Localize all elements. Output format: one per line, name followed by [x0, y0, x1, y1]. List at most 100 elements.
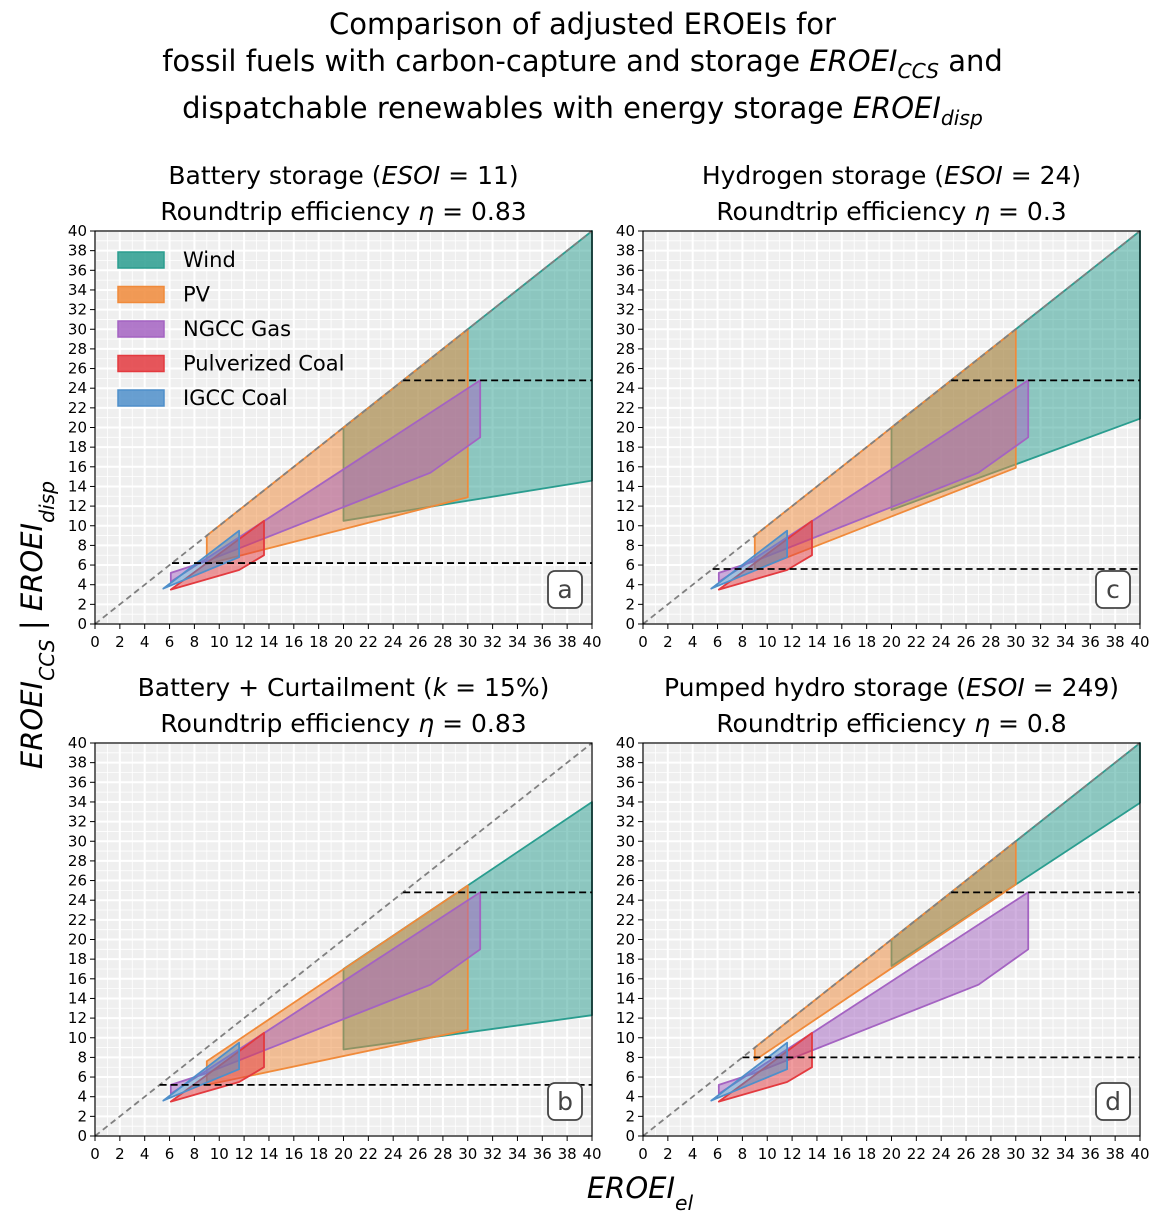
x-tick-label: 8 — [738, 633, 748, 651]
y-tick-label: 26 — [68, 872, 87, 890]
y-tick-label: 12 — [616, 1009, 635, 1027]
y-tick-label: 28 — [616, 852, 635, 870]
panel-tag-box — [547, 570, 583, 609]
y-tick-label: 6 — [625, 1068, 635, 1086]
x-tick-label: 18 — [309, 633, 328, 651]
x-tick-label: 8 — [190, 1145, 200, 1163]
x-tick-label: 40 — [1130, 1145, 1149, 1163]
x-tick-label: 30 — [458, 633, 477, 651]
x-tick-label: 10 — [210, 633, 229, 651]
y-tick-label: 26 — [616, 360, 635, 378]
x-tick-label: 22 — [359, 633, 378, 651]
y-tick-label: 38 — [616, 242, 635, 260]
x-tick-label: 24 — [384, 633, 403, 651]
y-tick-label: 40 — [616, 734, 635, 752]
y-tick-label: 0 — [77, 615, 87, 633]
x-tick-label: 40 — [582, 633, 601, 651]
area-igcc-coal — [710, 529, 788, 590]
x-tick-label: 28 — [433, 633, 452, 651]
y-tick-label: 34 — [616, 281, 635, 299]
x-tick-label: 36 — [1081, 1145, 1100, 1163]
parity-line — [642, 742, 1141, 1137]
y-tick-label: 38 — [68, 754, 87, 772]
x-tick-label: 30 — [458, 1145, 477, 1163]
figure-title-line-3: dispatchable renewables with energy stor… — [182, 90, 983, 130]
x-tick-label: 26 — [409, 1145, 428, 1163]
y-tick-label: 36 — [616, 773, 635, 791]
y-tick-label: 4 — [625, 1088, 635, 1106]
legend-label-wind: Wind — [183, 248, 236, 272]
y-tick-label: 12 — [68, 1009, 87, 1027]
y-tick-label: 10 — [68, 517, 87, 535]
y-tick-label: 0 — [625, 1127, 635, 1145]
legend-swatch-wind — [117, 251, 165, 269]
panel-tag-box — [547, 1082, 583, 1121]
y-tick-label: 12 — [616, 497, 635, 515]
y-tick-label: 32 — [68, 813, 87, 831]
y-tick-label: 38 — [616, 754, 635, 772]
panel-tag: c — [1106, 575, 1120, 604]
y-tick-label: 24 — [68, 891, 87, 909]
axis-ticks: 0 2 4 6 8 10 12 14 16 18 20 22 24 26 28 30 32 34 36 38 40024… — [616, 734, 1150, 1163]
x-tick-label: 30 — [1006, 633, 1025, 651]
y-tick-label: 0 — [77, 1127, 87, 1145]
panel-a-title-line-1: Battery storage (ESOI = 11) — [168, 161, 518, 190]
area-igcc-coal — [710, 1041, 788, 1102]
x-tick-label: 6 — [165, 633, 175, 651]
x-tick-label: 38 — [1106, 1145, 1125, 1163]
legend-label-pulverized-coal: Pulverized Coal — [183, 352, 344, 376]
panels-group: Battery storage (ESOI = 11) Roundtrip eff… — [68, 161, 1150, 1163]
y-tick-label: 18 — [68, 438, 87, 456]
y-tick-label: 34 — [616, 793, 635, 811]
y-tick-label: 10 — [616, 1029, 635, 1047]
y-tick-label: 2 — [625, 595, 635, 613]
y-tick-label: 30 — [68, 832, 87, 850]
y-tick-label: 40 — [616, 222, 635, 240]
x-tick-label: 20 — [334, 633, 353, 651]
y-tick-label: 20 — [616, 931, 635, 949]
x-tick-label: 20 — [882, 1145, 901, 1163]
panel-b: Battery + Curtailment (k = 15%) Roundtrip… — [68, 673, 602, 1163]
panel-tag: d — [1105, 1087, 1121, 1116]
y-tick-label: 16 — [68, 970, 87, 988]
y-tick-label: 26 — [68, 360, 87, 378]
x-tick-label: 4 — [688, 1145, 698, 1163]
panel-d-title-line-2: Roundtrip efficiency η = 0.8 — [716, 709, 1066, 738]
y-tick-label: 36 — [616, 261, 635, 279]
y-tick-label: 20 — [616, 419, 635, 437]
x-tick-label: 28 — [433, 1145, 452, 1163]
panel-d-title-line-1: Pumped hydro storage (ESOI = 249) — [664, 673, 1119, 702]
panel-tag: a — [557, 575, 572, 604]
x-tick-label: 14 — [807, 1145, 826, 1163]
panel-a-title-line-2: Roundtrip efficiency η = 0.83 — [160, 197, 526, 226]
y-tick-label: 4 — [77, 576, 87, 594]
x-tick-label: 0 — [638, 1145, 648, 1163]
y-tick-label: 14 — [616, 989, 635, 1007]
x-tick-label: 4 — [140, 633, 150, 651]
area-igcc-coal — [162, 529, 241, 590]
y-tick-label: 26 — [616, 872, 635, 890]
y-tick-label: 8 — [625, 1048, 635, 1066]
parity-line — [642, 230, 1141, 625]
x-tick-label: 18 — [857, 1145, 876, 1163]
x-tick-label: 8 — [738, 1145, 748, 1163]
panel-a: Battery storage (ESOI = 11) Roundtrip eff… — [68, 161, 602, 651]
legend-label-pv: PV — [183, 283, 211, 307]
x-tick-label: 16 — [284, 1145, 303, 1163]
axis-ticks: 0 2 4 6 8 10 12 14 16 18 20 22 24 26 28 30 32 34 36 38 40024… — [68, 222, 602, 651]
y-tick-label: 30 — [616, 320, 635, 338]
x-tick-label: 40 — [1130, 633, 1149, 651]
parity-line — [94, 230, 593, 625]
x-tick-label: 30 — [1006, 1145, 1025, 1163]
figure-title-line-2: fossil fuels with carbon-capture and sto… — [162, 44, 1003, 83]
y-tick-label: 36 — [68, 261, 87, 279]
x-tick-label: 32 — [483, 633, 502, 651]
y-tick-label: 14 — [68, 477, 87, 495]
y-tick-label: 28 — [68, 340, 87, 358]
x-tick-label: 24 — [932, 633, 951, 651]
x-tick-label: 34 — [508, 1145, 527, 1163]
panel-b-title-line-1: Battery + Curtailment (k = 15%) — [138, 673, 550, 702]
y-tick-label: 24 — [68, 379, 87, 397]
x-tick-label: 38 — [558, 633, 577, 651]
